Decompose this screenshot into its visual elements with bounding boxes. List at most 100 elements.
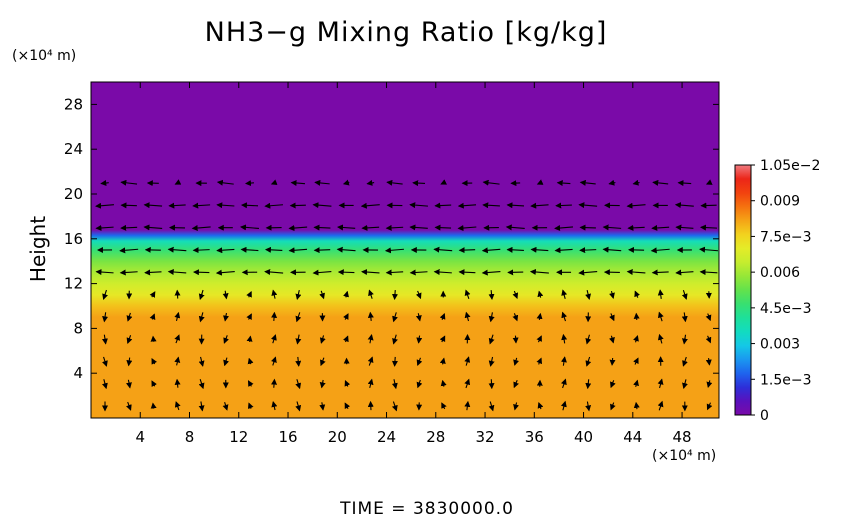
wind-vector bbox=[536, 179, 544, 185]
wind-vector bbox=[434, 202, 452, 209]
wind-vector bbox=[585, 401, 592, 412]
wind-vector bbox=[319, 290, 325, 300]
wind-vector bbox=[222, 402, 229, 411]
wind-vector bbox=[149, 313, 156, 321]
wind-vector bbox=[699, 246, 719, 253]
wind-vector bbox=[682, 379, 688, 390]
wind-vector bbox=[412, 180, 426, 187]
wind-vector bbox=[151, 380, 157, 387]
wind-vector bbox=[216, 202, 235, 209]
y-tick-label: 20 bbox=[64, 185, 83, 203]
wind-vector bbox=[415, 313, 422, 322]
y-tick-label: 12 bbox=[64, 275, 83, 293]
wind-vector bbox=[168, 202, 186, 209]
x-tick-label: 16 bbox=[278, 428, 297, 446]
wind-vector bbox=[651, 224, 670, 231]
plot-frame bbox=[90, 81, 720, 419]
wind-vector bbox=[681, 312, 688, 323]
wind-vector bbox=[561, 333, 568, 344]
wind-vector bbox=[608, 179, 616, 186]
wind-vector bbox=[609, 313, 615, 322]
wind-vector bbox=[295, 312, 302, 323]
wind-vector bbox=[271, 378, 278, 388]
wind-vector bbox=[100, 180, 109, 186]
wind-vector bbox=[192, 202, 211, 209]
wind-vector bbox=[554, 225, 574, 232]
wind-vector bbox=[95, 269, 114, 276]
wind-vector bbox=[439, 335, 446, 343]
wind-vector bbox=[633, 335, 639, 343]
wind-vector bbox=[705, 335, 712, 344]
wind-vector bbox=[192, 269, 210, 276]
wind-vector bbox=[337, 269, 355, 276]
wind-vector bbox=[386, 179, 403, 186]
wind-vector bbox=[271, 400, 278, 411]
wind-vector bbox=[464, 356, 471, 366]
wind-vector bbox=[223, 357, 229, 367]
wind-vector bbox=[343, 335, 349, 343]
wind-vector bbox=[336, 224, 356, 231]
wind-vector bbox=[464, 400, 471, 411]
wind-vector bbox=[560, 400, 567, 411]
wind-vector bbox=[705, 358, 712, 366]
wind-vector bbox=[440, 379, 447, 387]
wind-vector bbox=[246, 313, 252, 321]
wind-vector bbox=[440, 179, 447, 185]
mixing-ratio-field bbox=[91, 82, 719, 418]
colorbar-tick-label: 0.006 bbox=[760, 265, 800, 281]
wind-vector bbox=[505, 224, 525, 231]
wind-vector bbox=[102, 379, 108, 390]
wind-vector bbox=[458, 247, 476, 254]
wind-vector bbox=[634, 290, 640, 298]
wind-vector bbox=[174, 289, 181, 299]
wind-vector bbox=[481, 247, 501, 254]
wind-vector bbox=[482, 202, 500, 209]
x-tick-label: 40 bbox=[574, 428, 593, 446]
x-tick-label: 12 bbox=[229, 428, 248, 446]
wind-vector bbox=[409, 224, 428, 231]
wind-vector bbox=[626, 268, 646, 275]
wind-vector bbox=[512, 313, 519, 322]
wind-vector bbox=[392, 334, 398, 345]
wind-vector bbox=[95, 224, 114, 231]
wind-vector bbox=[120, 224, 138, 231]
wind-vector bbox=[126, 401, 132, 411]
wind-vector bbox=[319, 379, 326, 389]
wind-vector bbox=[174, 179, 182, 185]
y-tick-label: 4 bbox=[73, 364, 83, 382]
wind-vector bbox=[222, 290, 229, 300]
wind-vector bbox=[320, 357, 326, 367]
wind-vector bbox=[560, 356, 567, 366]
wind-vector bbox=[312, 269, 332, 276]
wind-vector bbox=[706, 402, 713, 411]
y-tick-label: 16 bbox=[64, 230, 83, 248]
wind-vector bbox=[336, 246, 356, 253]
wind-vector bbox=[561, 311, 568, 322]
wind-vector bbox=[198, 289, 205, 301]
wind-vector bbox=[102, 356, 108, 367]
wind-vector bbox=[368, 289, 374, 299]
wind-vector bbox=[675, 224, 694, 231]
wind-vector bbox=[610, 402, 616, 411]
wind-vector bbox=[488, 401, 495, 412]
wind-vector-field bbox=[95, 179, 719, 412]
wind-vector bbox=[633, 379, 639, 387]
wind-vector bbox=[270, 179, 278, 186]
x-axis-unit: (×10⁴ m) bbox=[652, 448, 716, 464]
y-axis-unit: (×10⁴ m) bbox=[12, 48, 76, 64]
wind-vector bbox=[126, 335, 133, 344]
wind-vector bbox=[216, 179, 234, 186]
wind-vector bbox=[699, 269, 718, 276]
wind-vector bbox=[488, 290, 495, 301]
wind-vector bbox=[313, 224, 331, 231]
wind-vector bbox=[343, 290, 349, 298]
wind-vector bbox=[319, 402, 326, 411]
wind-vector bbox=[602, 246, 622, 253]
colorbar-ticks: 0 1.5e−3 0.003 4.5e−3 0.006 7.5e−3 0.009 1.05e−… bbox=[751, 158, 820, 424]
wind-vector bbox=[264, 246, 283, 253]
wind-vector bbox=[288, 225, 308, 232]
wind-vector bbox=[633, 357, 639, 365]
wind-vector bbox=[626, 202, 646, 209]
wind-vector bbox=[360, 202, 380, 209]
